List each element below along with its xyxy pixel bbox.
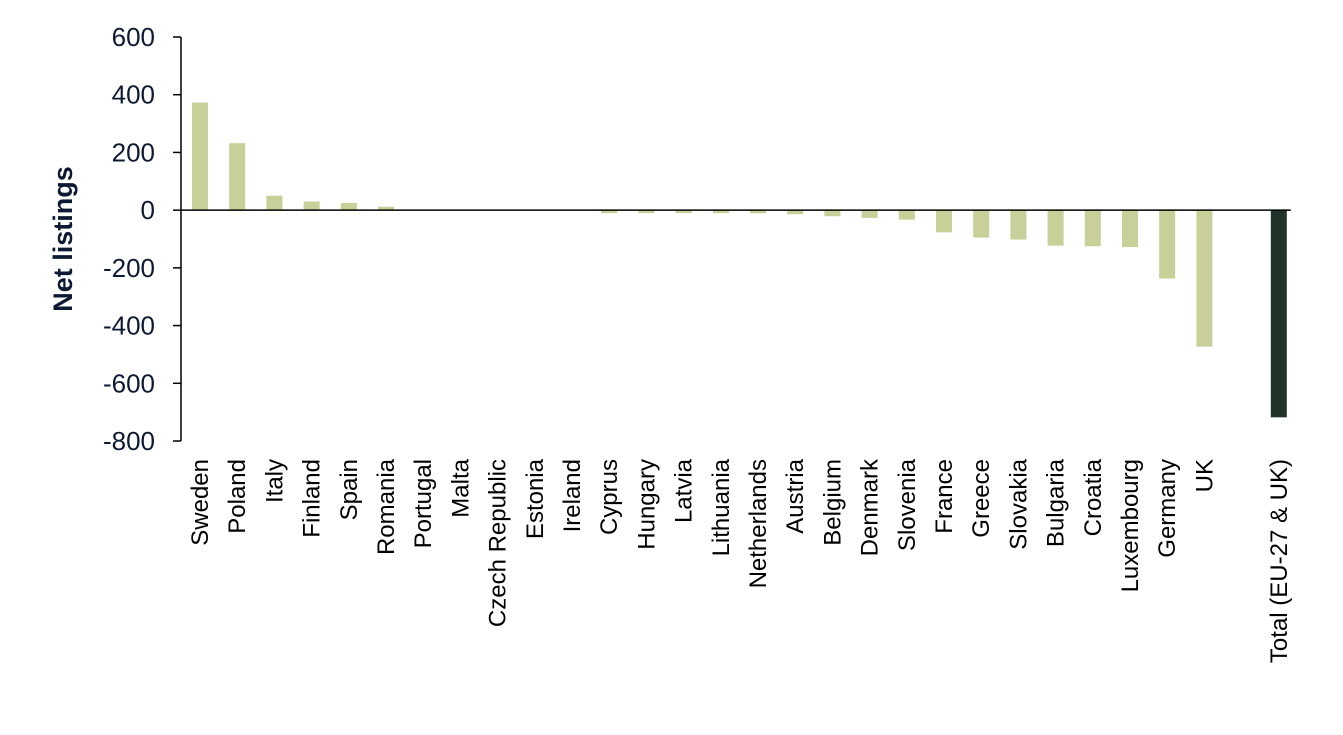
x-category-label: Romania — [373, 458, 400, 555]
bar — [229, 143, 246, 211]
x-category-label: Hungary — [633, 459, 660, 550]
x-category-label: Luxembourg — [1117, 459, 1144, 592]
x-category-label: Portugal — [410, 459, 437, 548]
x-category-label: Finland — [299, 459, 326, 538]
x-category-label: Bulgaria — [1043, 458, 1070, 547]
x-category-label: Austria — [782, 458, 809, 533]
bar — [750, 210, 766, 214]
x-category-label: Slovakia — [1005, 458, 1032, 549]
x-category-label: Latvia — [671, 458, 698, 523]
x-category-label: Cyprus — [596, 459, 623, 535]
y-tick-label: -600 — [103, 368, 155, 398]
x-category-label: France — [931, 459, 958, 534]
x-category-label: Netherlands — [745, 459, 772, 588]
y-tick-label: 400 — [112, 80, 155, 110]
y-tick-label: -200 — [103, 253, 155, 283]
x-category-label: Ireland — [559, 459, 586, 532]
bar — [1159, 210, 1176, 279]
y-axis-ticks: 600 400 200 0 -200 -400 -600 -800 — [103, 22, 181, 456]
x-category-label: Belgium — [819, 459, 846, 546]
x-category-label: Poland — [224, 459, 251, 534]
x-category-label: Germany — [1154, 459, 1181, 558]
x-category-label: Croatia — [1080, 458, 1107, 536]
x-category-label: Czech Republic — [485, 459, 512, 627]
x-category-label: Total (EU-27 & UK) — [1266, 459, 1293, 663]
x-category-label: Sweden — [187, 459, 214, 546]
bar — [824, 210, 841, 217]
bar — [192, 102, 208, 211]
x-category-label: Denmark — [857, 458, 884, 556]
y-tick-label: -400 — [103, 311, 155, 341]
bar — [1084, 210, 1101, 247]
y-axis-title: Net listings — [48, 166, 78, 312]
bar — [936, 210, 952, 233]
y-tick-label: 0 — [141, 195, 155, 225]
x-category-label: Slovenia — [894, 458, 921, 551]
bar — [1122, 210, 1138, 248]
x-category-label: Italy — [261, 459, 288, 503]
bar — [601, 210, 618, 214]
y-tick-label: -800 — [103, 426, 155, 456]
x-category-label: Spain — [336, 459, 363, 520]
y-tick-label: 600 — [112, 22, 155, 52]
x-category-label: UK — [1191, 459, 1218, 492]
bar — [898, 210, 915, 220]
plot-area — [180, 37, 1291, 441]
x-category-label: Greece — [968, 459, 995, 538]
x-category-label: Malta — [447, 458, 474, 517]
bar — [712, 210, 729, 214]
bar — [861, 210, 878, 218]
bar-total — [1270, 210, 1287, 418]
bar — [303, 201, 320, 211]
bar — [1196, 210, 1213, 347]
x-category-label: Lithuania — [708, 458, 735, 556]
bar — [1047, 210, 1064, 246]
bar — [340, 202, 357, 211]
x-category-label: Estonia — [522, 458, 549, 539]
bar — [1010, 210, 1027, 240]
x-axis-labels: Sweden Poland Italy Finland Spain Romania Port… — [187, 458, 1293, 663]
bar — [638, 210, 655, 214]
bar — [973, 210, 990, 238]
bar — [266, 195, 283, 211]
bar — [787, 210, 804, 215]
bar — [675, 210, 692, 214]
bar — [378, 206, 394, 211]
y-tick-label: 200 — [112, 137, 155, 167]
